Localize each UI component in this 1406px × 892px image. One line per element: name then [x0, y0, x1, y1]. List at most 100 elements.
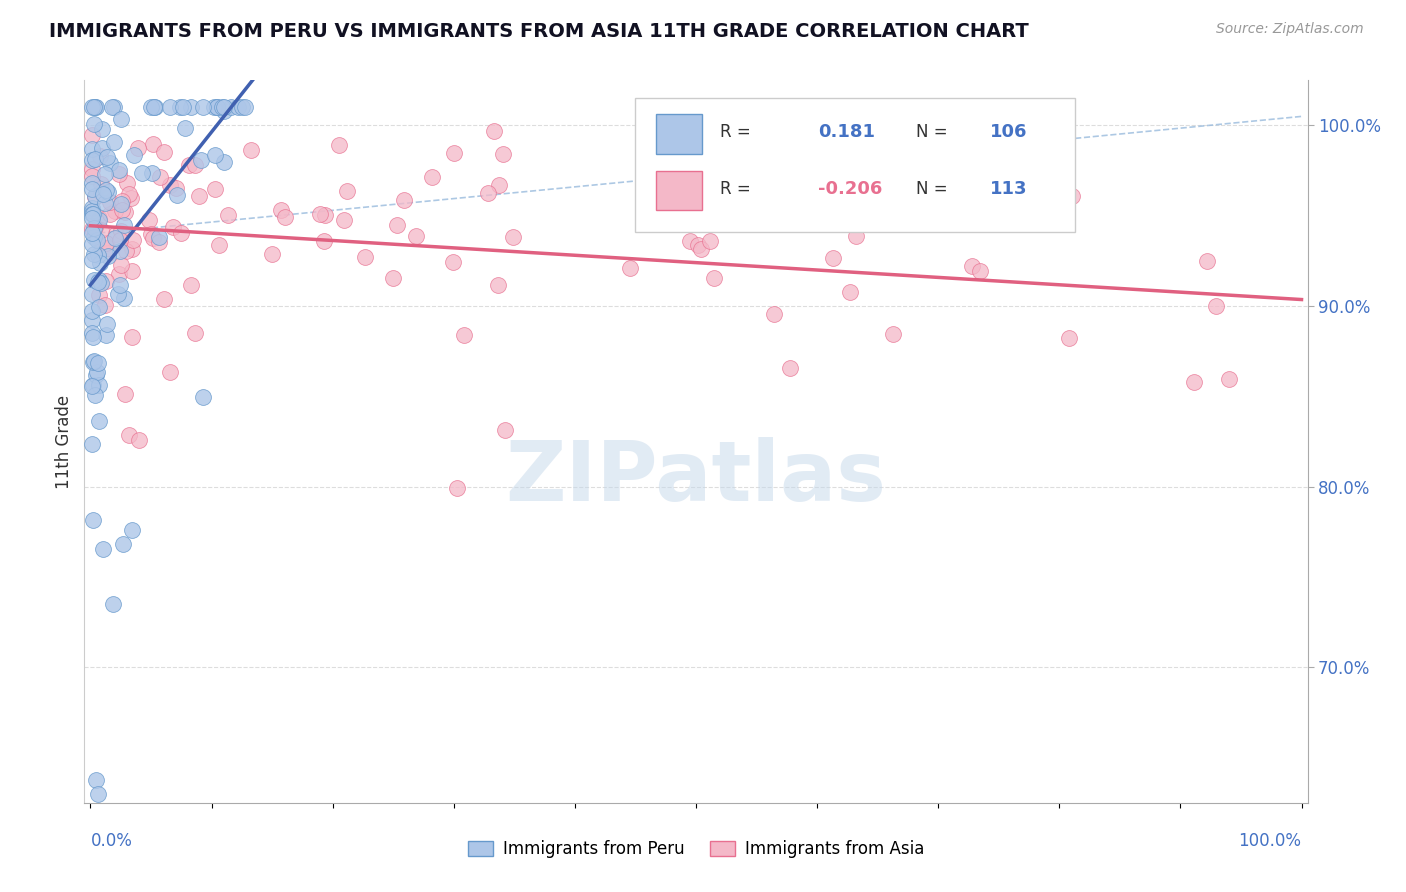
- Point: [128, 433, 150, 447]
- Point: [138, 213, 160, 227]
- Point: [217, 208, 239, 222]
- Point: [689, 242, 711, 256]
- Point: [82, 128, 104, 142]
- Point: [152, 293, 174, 307]
- Point: [80, 143, 103, 157]
- Point: [91, 541, 114, 556]
- Point: [90, 140, 112, 154]
- Point: [89, 256, 111, 270]
- Point: [83, 273, 105, 287]
- Point: [392, 193, 415, 207]
- Point: [969, 264, 991, 278]
- Point: [141, 100, 163, 114]
- Legend: Immigrants from Peru, Immigrants from Asia: Immigrants from Peru, Immigrants from As…: [460, 832, 932, 867]
- Point: [110, 258, 132, 272]
- Point: [96, 328, 118, 343]
- Point: [328, 137, 350, 152]
- Point: [1197, 253, 1219, 268]
- Point: [104, 227, 127, 241]
- Point: [127, 141, 149, 155]
- Point: [239, 143, 262, 157]
- Point: [815, 185, 838, 199]
- Point: [82, 355, 104, 369]
- Point: [89, 272, 111, 286]
- Text: N =: N =: [917, 123, 948, 141]
- Point: [779, 360, 801, 375]
- FancyBboxPatch shape: [655, 170, 702, 211]
- Point: [80, 286, 103, 301]
- Point: [149, 170, 172, 185]
- Point: [86, 275, 108, 289]
- Point: [148, 235, 170, 250]
- Point: [108, 167, 131, 181]
- Point: [354, 250, 377, 264]
- Point: [93, 187, 115, 202]
- Point: [84, 100, 107, 114]
- Point: [172, 100, 194, 114]
- Point: [84, 388, 107, 402]
- Point: [90, 277, 112, 291]
- Point: [166, 188, 188, 202]
- Point: [190, 153, 212, 167]
- Point: [90, 223, 112, 237]
- Point: [443, 146, 465, 161]
- Point: [80, 253, 103, 268]
- Point: [180, 277, 202, 292]
- Point: [86, 233, 108, 247]
- Point: [110, 224, 132, 238]
- Point: [86, 248, 108, 262]
- Point: [262, 246, 284, 260]
- Point: [110, 112, 132, 127]
- Point: [159, 364, 181, 378]
- Point: [112, 536, 135, 550]
- Point: [94, 167, 117, 181]
- Point: [101, 100, 124, 114]
- Point: [94, 196, 117, 211]
- Point: [89, 378, 111, 392]
- Point: [169, 100, 191, 114]
- Point: [86, 365, 108, 379]
- Point: [121, 523, 143, 537]
- Point: [228, 100, 250, 114]
- Point: [191, 100, 214, 114]
- Point: [82, 226, 104, 240]
- Point: [82, 100, 104, 114]
- Point: [115, 244, 138, 258]
- Point: [699, 235, 721, 249]
- Point: [187, 189, 209, 203]
- Point: [112, 218, 135, 232]
- Point: [97, 241, 120, 255]
- Point: [84, 220, 107, 235]
- Point: [446, 481, 468, 495]
- Point: [118, 428, 141, 442]
- Text: 0.181: 0.181: [818, 123, 876, 141]
- Point: [80, 378, 103, 392]
- FancyBboxPatch shape: [636, 98, 1076, 232]
- Point: [98, 207, 121, 221]
- Point: [96, 185, 118, 199]
- Point: [80, 211, 103, 226]
- Point: [212, 155, 235, 169]
- Point: [385, 218, 408, 232]
- FancyBboxPatch shape: [655, 114, 702, 154]
- Point: [309, 207, 332, 221]
- Point: [80, 169, 103, 184]
- Point: [882, 327, 904, 342]
- Point: [184, 158, 207, 172]
- Point: [83, 100, 105, 114]
- Point: [274, 210, 297, 224]
- Text: R =: R =: [720, 123, 751, 141]
- Point: [177, 158, 200, 172]
- Point: [83, 247, 105, 261]
- Point: [90, 186, 112, 200]
- Point: [80, 161, 103, 176]
- Point: [82, 330, 104, 344]
- Point: [207, 100, 229, 114]
- Point: [845, 229, 868, 244]
- Point: [104, 231, 127, 245]
- Point: [103, 100, 125, 114]
- Point: [108, 162, 131, 177]
- Point: [619, 260, 641, 275]
- Point: [108, 277, 131, 292]
- Text: -0.206: -0.206: [818, 179, 883, 198]
